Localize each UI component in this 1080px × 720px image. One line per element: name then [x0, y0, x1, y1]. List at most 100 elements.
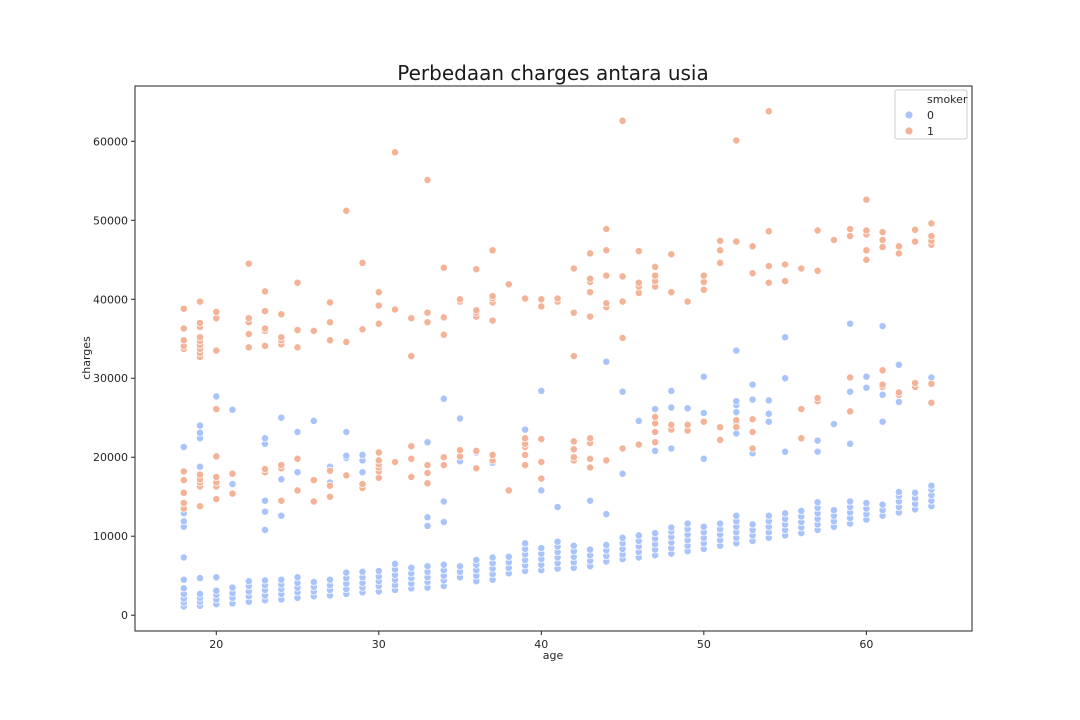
- point-smoker-1: [553, 294, 562, 303]
- point-smoker-0: [927, 481, 936, 490]
- legend-marker-0: [904, 110, 914, 120]
- point-smoker-1: [797, 264, 806, 273]
- data-points: [179, 107, 936, 611]
- point-smoker-1: [748, 242, 757, 251]
- point-smoker-0: [618, 387, 627, 396]
- point-smoker-1: [244, 343, 253, 352]
- point-smoker-1: [472, 446, 481, 455]
- point-smoker-1: [618, 116, 627, 125]
- point-smoker-0: [748, 395, 757, 404]
- point-smoker-1: [911, 237, 920, 246]
- point-smoker-0: [439, 394, 448, 403]
- point-smoker-1: [196, 333, 204, 342]
- point-smoker-0: [553, 537, 562, 546]
- point-smoker-0: [862, 383, 871, 392]
- point-smoker-1: [699, 417, 708, 426]
- chart-title: Perbedaan charges antara usia: [397, 61, 708, 85]
- point-smoker-1: [699, 271, 708, 280]
- point-smoker-0: [732, 408, 741, 417]
- point-smoker-1: [862, 226, 871, 235]
- point-smoker-1: [878, 380, 887, 389]
- point-smoker-1: [716, 435, 725, 444]
- point-smoker-0: [504, 552, 513, 561]
- point-smoker-1: [407, 473, 416, 481]
- point-smoker-1: [894, 388, 903, 397]
- y-tick-label: 10000: [93, 530, 128, 543]
- point-smoker-1: [407, 352, 416, 361]
- point-smoker-1: [911, 379, 920, 387]
- point-smoker-0: [374, 567, 383, 575]
- point-smoker-0: [781, 333, 790, 342]
- point-smoker-1: [261, 307, 269, 316]
- point-smoker-0: [699, 409, 708, 417]
- point-smoker-0: [228, 583, 237, 592]
- point-smoker-1: [374, 456, 383, 465]
- point-smoker-1: [634, 440, 643, 449]
- point-smoker-1: [277, 496, 286, 505]
- point-smoker-0: [358, 567, 367, 576]
- point-smoker-0: [602, 510, 611, 519]
- point-smoker-0: [667, 386, 676, 395]
- point-smoker-1: [521, 461, 530, 470]
- y-axis-label: charges: [80, 336, 93, 380]
- point-smoker-1: [878, 236, 887, 244]
- point-smoker-0: [358, 450, 367, 459]
- point-smoker-1: [423, 469, 432, 477]
- point-smoker-0: [309, 578, 318, 586]
- point-smoker-0: [456, 414, 464, 423]
- y-tick-label: 20000: [93, 451, 128, 464]
- point-smoker-1: [569, 264, 578, 273]
- point-smoker-1: [179, 467, 188, 476]
- point-smoker-1: [212, 495, 221, 504]
- point-smoker-1: [358, 258, 367, 267]
- point-smoker-1: [602, 246, 611, 255]
- point-smoker-1: [261, 341, 269, 350]
- point-smoker-0: [488, 553, 497, 562]
- point-smoker-1: [423, 308, 432, 317]
- point-smoker-1: [764, 227, 773, 236]
- point-smoker-0: [423, 562, 432, 571]
- point-smoker-1: [212, 346, 221, 355]
- point-smoker-0: [212, 573, 221, 582]
- point-smoker-1: [862, 255, 871, 264]
- point-smoker-0: [651, 446, 660, 455]
- point-smoker-1: [244, 314, 253, 323]
- point-smoker-1: [862, 195, 871, 204]
- point-smoker-1: [618, 334, 627, 342]
- point-smoker-0: [537, 544, 546, 553]
- point-smoker-1: [927, 232, 936, 241]
- point-smoker-1: [894, 242, 903, 251]
- point-smoker-1: [813, 394, 822, 402]
- point-smoker-0: [196, 421, 204, 430]
- x-axis-label: age: [543, 649, 564, 662]
- point-smoker-1: [748, 444, 757, 453]
- point-smoker-1: [326, 466, 334, 475]
- point-smoker-1: [732, 237, 741, 246]
- point-smoker-0: [277, 511, 286, 520]
- point-smoker-1: [179, 476, 188, 485]
- point-smoker-1: [537, 435, 546, 444]
- point-smoker-1: [537, 458, 546, 466]
- point-smoker-1: [846, 225, 855, 233]
- point-smoker-0: [261, 525, 269, 534]
- point-smoker-0: [878, 500, 887, 509]
- point-smoker-1: [391, 458, 399, 466]
- point-smoker-0: [293, 428, 302, 436]
- point-smoker-0: [309, 416, 318, 425]
- point-smoker-0: [244, 577, 253, 586]
- point-smoker-1: [748, 415, 757, 424]
- point-smoker-1: [326, 336, 334, 345]
- point-smoker-1: [764, 278, 773, 287]
- point-smoker-1: [212, 452, 221, 461]
- point-smoker-1: [683, 297, 692, 306]
- point-smoker-1: [846, 232, 855, 241]
- point-smoker-0: [781, 447, 790, 456]
- point-smoker-1: [423, 461, 432, 470]
- point-smoker-1: [504, 486, 513, 495]
- point-smoker-1: [813, 226, 822, 235]
- point-smoker-0: [261, 507, 269, 516]
- point-smoker-1: [569, 308, 578, 317]
- point-smoker-0: [634, 416, 643, 425]
- point-smoker-1: [277, 333, 286, 342]
